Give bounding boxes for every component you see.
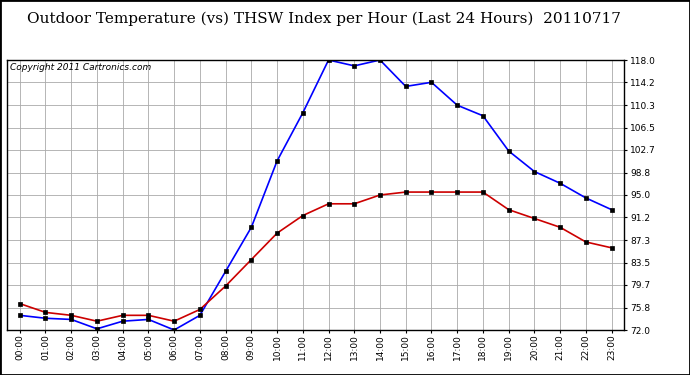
Text: Copyright 2011 Cartronics.com: Copyright 2011 Cartronics.com [10,63,151,72]
Text: Outdoor Temperature (vs) THSW Index per Hour (Last 24 Hours)  20110717: Outdoor Temperature (vs) THSW Index per … [28,11,621,26]
